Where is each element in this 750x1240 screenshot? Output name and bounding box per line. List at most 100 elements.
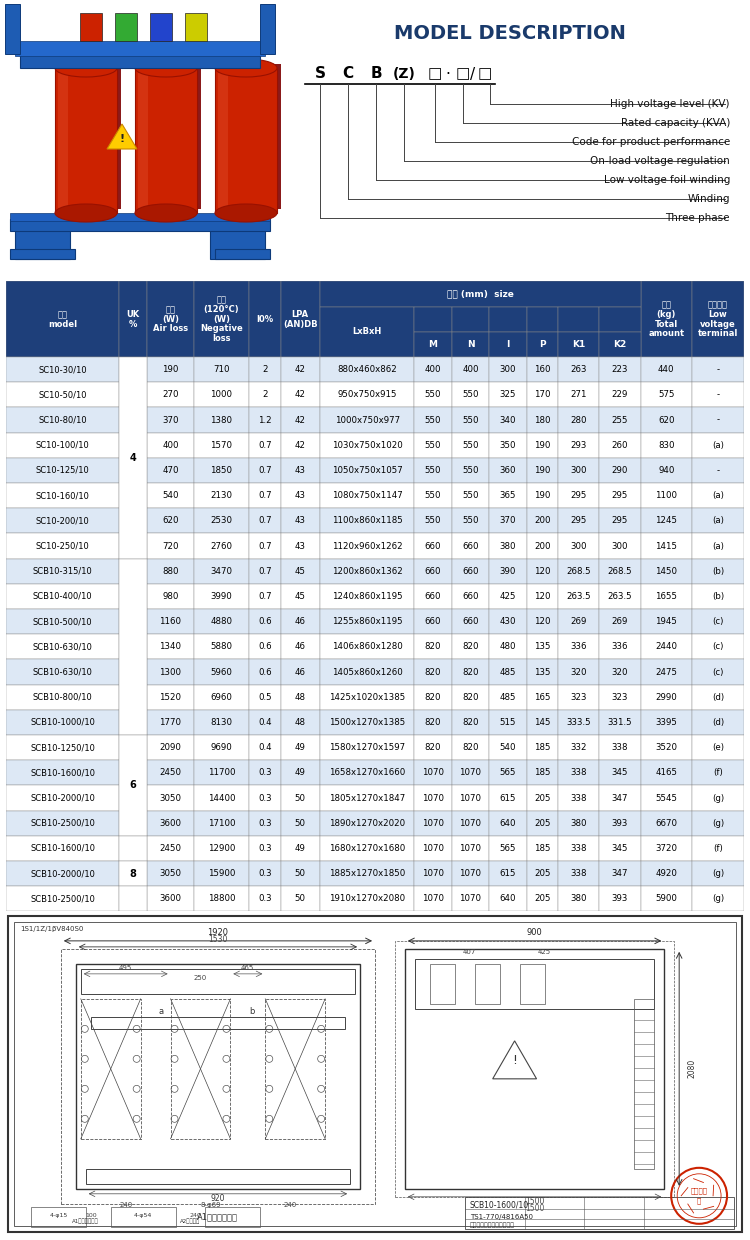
Text: 160: 160 — [534, 365, 550, 374]
Text: 1050x750x1057: 1050x750x1057 — [332, 466, 403, 475]
Text: K1: K1 — [572, 340, 585, 348]
Bar — [599, 306, 640, 332]
Text: 615: 615 — [500, 794, 516, 802]
Text: 43: 43 — [295, 542, 306, 551]
Bar — [31, 1207, 86, 1226]
Bar — [599, 559, 640, 584]
Bar — [119, 357, 147, 559]
Text: 4880: 4880 — [211, 618, 232, 626]
Text: 250: 250 — [194, 975, 207, 981]
Bar — [6, 458, 119, 484]
Bar — [6, 634, 119, 660]
Bar — [640, 735, 692, 760]
Bar — [6, 785, 119, 811]
Bar — [147, 811, 194, 836]
Bar — [147, 281, 194, 357]
Bar — [320, 709, 414, 735]
Text: 200: 200 — [534, 516, 550, 526]
Text: (f): (f) — [713, 769, 723, 777]
Text: 广能特制: 广能特制 — [691, 1188, 707, 1194]
Bar — [320, 836, 414, 861]
Bar — [489, 785, 526, 811]
Bar — [489, 811, 526, 836]
Text: SCB10-1600/10: SCB10-1600/10 — [30, 769, 95, 777]
Text: High voltage level (KV): High voltage level (KV) — [610, 99, 730, 109]
Bar — [526, 785, 558, 811]
Text: (d): (d) — [712, 718, 724, 727]
Text: (g): (g) — [712, 794, 724, 802]
Text: 380: 380 — [571, 894, 587, 903]
Text: 48: 48 — [295, 718, 306, 727]
Text: SCB10-1600/10: SCB10-1600/10 — [30, 844, 95, 853]
Text: 515: 515 — [500, 718, 516, 727]
Bar — [692, 559, 744, 584]
Text: B: B — [370, 67, 382, 82]
Text: 550: 550 — [424, 391, 441, 399]
Bar — [526, 684, 558, 709]
Bar — [55, 68, 117, 213]
Ellipse shape — [215, 205, 277, 222]
Text: 1415: 1415 — [656, 542, 677, 551]
Bar — [147, 735, 194, 760]
Text: 1160: 1160 — [159, 618, 182, 626]
Text: SC10-30/10: SC10-30/10 — [38, 365, 87, 374]
Text: 1070: 1070 — [422, 794, 444, 802]
Text: 550: 550 — [462, 415, 478, 424]
Text: 18800: 18800 — [208, 894, 236, 903]
Text: Rated capacity (KVA): Rated capacity (KVA) — [621, 118, 730, 128]
Bar — [6, 760, 119, 785]
Bar — [320, 508, 414, 533]
Bar — [194, 559, 249, 584]
Bar — [194, 861, 249, 887]
Text: 300: 300 — [571, 542, 587, 551]
Bar — [249, 836, 280, 861]
Text: 2760: 2760 — [211, 542, 232, 551]
Bar — [280, 281, 320, 357]
Bar — [280, 660, 320, 684]
Text: 393: 393 — [612, 818, 628, 828]
Text: SCB10-500/10: SCB10-500/10 — [33, 618, 92, 626]
Text: 43: 43 — [295, 491, 306, 500]
Text: 48: 48 — [295, 693, 306, 702]
Text: 565: 565 — [500, 844, 516, 853]
Bar — [640, 584, 692, 609]
Bar — [599, 735, 640, 760]
Text: 42: 42 — [295, 440, 306, 450]
Bar — [558, 709, 599, 735]
Text: Winding: Winding — [688, 193, 730, 205]
Text: 615: 615 — [500, 869, 516, 878]
Bar — [558, 836, 599, 861]
Bar — [147, 861, 194, 887]
Bar — [147, 484, 194, 508]
Bar — [320, 785, 414, 811]
Text: 550: 550 — [462, 466, 478, 475]
Bar — [320, 811, 414, 836]
Text: 8: 8 — [130, 868, 136, 879]
Bar — [194, 281, 249, 357]
Text: 1000: 1000 — [211, 391, 232, 399]
Bar — [414, 660, 452, 684]
Bar — [489, 709, 526, 735]
Text: 45: 45 — [295, 567, 306, 575]
Text: 820: 820 — [424, 718, 441, 727]
Bar — [194, 887, 249, 911]
Bar — [526, 559, 558, 584]
Bar — [599, 584, 640, 609]
Bar — [61, 949, 375, 1204]
Text: 2990: 2990 — [656, 693, 677, 702]
Text: N: N — [466, 340, 474, 348]
Text: 1340: 1340 — [159, 642, 182, 651]
Bar — [640, 684, 692, 709]
Bar — [558, 735, 599, 760]
Text: LxBxH: LxBxH — [352, 327, 382, 336]
Bar — [558, 433, 599, 458]
Bar — [320, 634, 414, 660]
Bar — [280, 484, 320, 508]
Text: 165: 165 — [534, 693, 550, 702]
Text: 620: 620 — [162, 516, 178, 526]
Bar — [249, 735, 280, 760]
Text: 3720: 3720 — [656, 844, 677, 853]
Bar — [320, 684, 414, 709]
Bar — [558, 306, 599, 332]
Bar — [280, 508, 320, 533]
